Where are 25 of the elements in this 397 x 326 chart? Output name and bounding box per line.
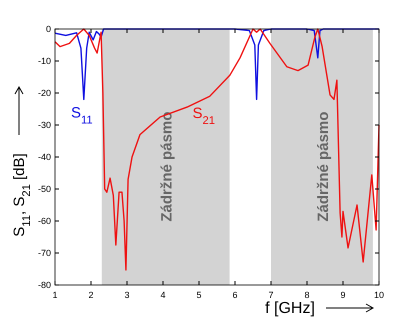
x-tick-label: 3	[124, 290, 130, 300]
x-tick-label: 9	[340, 290, 346, 300]
x-tick-label: 1	[52, 290, 58, 300]
x-tick-label: 6	[232, 290, 238, 300]
y-tick-label: -30	[38, 120, 51, 130]
x-tick-label: 8	[304, 290, 310, 300]
y-tick-label: -10	[38, 56, 51, 66]
band-label: Zádržné pásmo	[158, 112, 176, 222]
x-tick-label: 5	[196, 290, 202, 300]
x-tick-label: 7	[268, 290, 274, 300]
x-tick-label: 2	[88, 290, 94, 300]
x-axis-title: f [GHz]	[265, 300, 315, 317]
x-tick-label: 10	[374, 290, 384, 300]
series-label: S$_{21}$	[192, 105, 216, 128]
y-tick-label: -40	[38, 152, 51, 162]
y-tick-label: -70	[38, 248, 51, 258]
series-label: S$_{11}$	[70, 104, 93, 126]
y-tick-label: 0	[46, 24, 51, 34]
y-tick-label: -50	[38, 184, 51, 194]
y-tick-label: -60	[38, 216, 51, 226]
x-tick-label: 4	[160, 290, 166, 300]
y-tick-label: -20	[38, 88, 51, 98]
line-series	[54, 28, 380, 271]
y-tick-label: -80	[38, 280, 51, 290]
band-label: Zádržné pásmo	[314, 112, 332, 222]
